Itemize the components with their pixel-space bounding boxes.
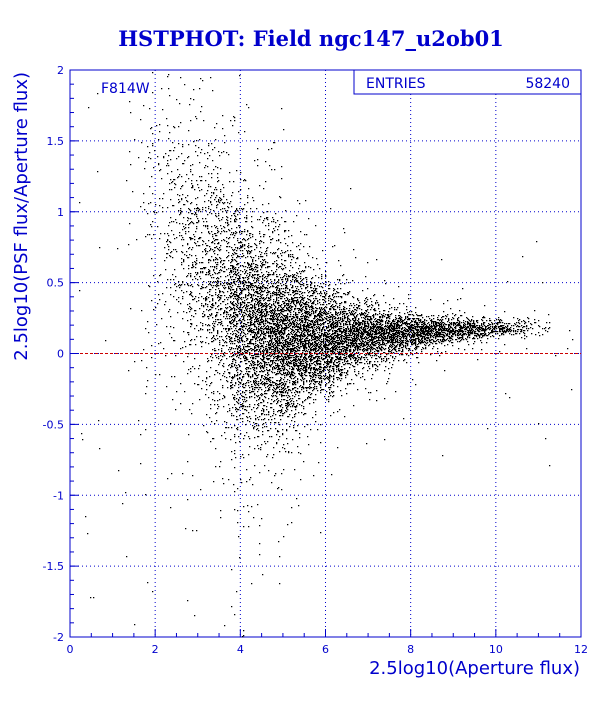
x-tick-label: 4 — [237, 643, 244, 656]
data-points — [79, 72, 574, 638]
x-tick-labels: 0 2 4 6 8 10 12 — [67, 643, 589, 656]
grid-lines — [70, 70, 581, 637]
axis-ticks — [69, 69, 582, 638]
y-tick-label: -1 — [53, 489, 64, 502]
y-tick-label: 1 — [57, 206, 64, 219]
chart-title: HSTPHOT: Field ngc147_u2ob01 — [118, 26, 504, 51]
stats-entries-label: ENTRIES — [366, 76, 426, 92]
y-tick-labels: -2 -1.5 -1 -0.5 0 0.5 1 1.5 2 — [43, 64, 64, 644]
y-tick-label: 2 — [57, 64, 64, 77]
stats-box-frame — [353, 69, 582, 95]
y-tick-label: 0 — [57, 348, 64, 361]
y-tick-label: 0.5 — [47, 277, 65, 290]
y-tick-label: -2 — [53, 631, 64, 644]
x-axis-label: 2.5log10(Aperture flux) — [369, 658, 580, 679]
x-tick-label: 10 — [489, 643, 503, 656]
x-tick-label: 12 — [574, 643, 588, 656]
stats-entries-value: 58240 — [525, 76, 570, 92]
y-tick-label: -1.5 — [43, 560, 64, 573]
stats-box: ENTRIES 58240 — [353, 69, 582, 95]
scatter-points — [79, 72, 574, 638]
y-tick-label: -0.5 — [43, 418, 64, 431]
y-axis-label: 2.5log10(PSF flux/Aperture flux) — [11, 72, 32, 361]
y-tick-label: 1.5 — [47, 135, 65, 148]
x-tick-label: 2 — [152, 643, 159, 656]
x-tick-label: 0 — [67, 643, 74, 656]
x-tick-label: 8 — [407, 643, 414, 656]
x-tick-label: 6 — [322, 643, 329, 656]
filter-annotation: F814W — [101, 81, 150, 97]
